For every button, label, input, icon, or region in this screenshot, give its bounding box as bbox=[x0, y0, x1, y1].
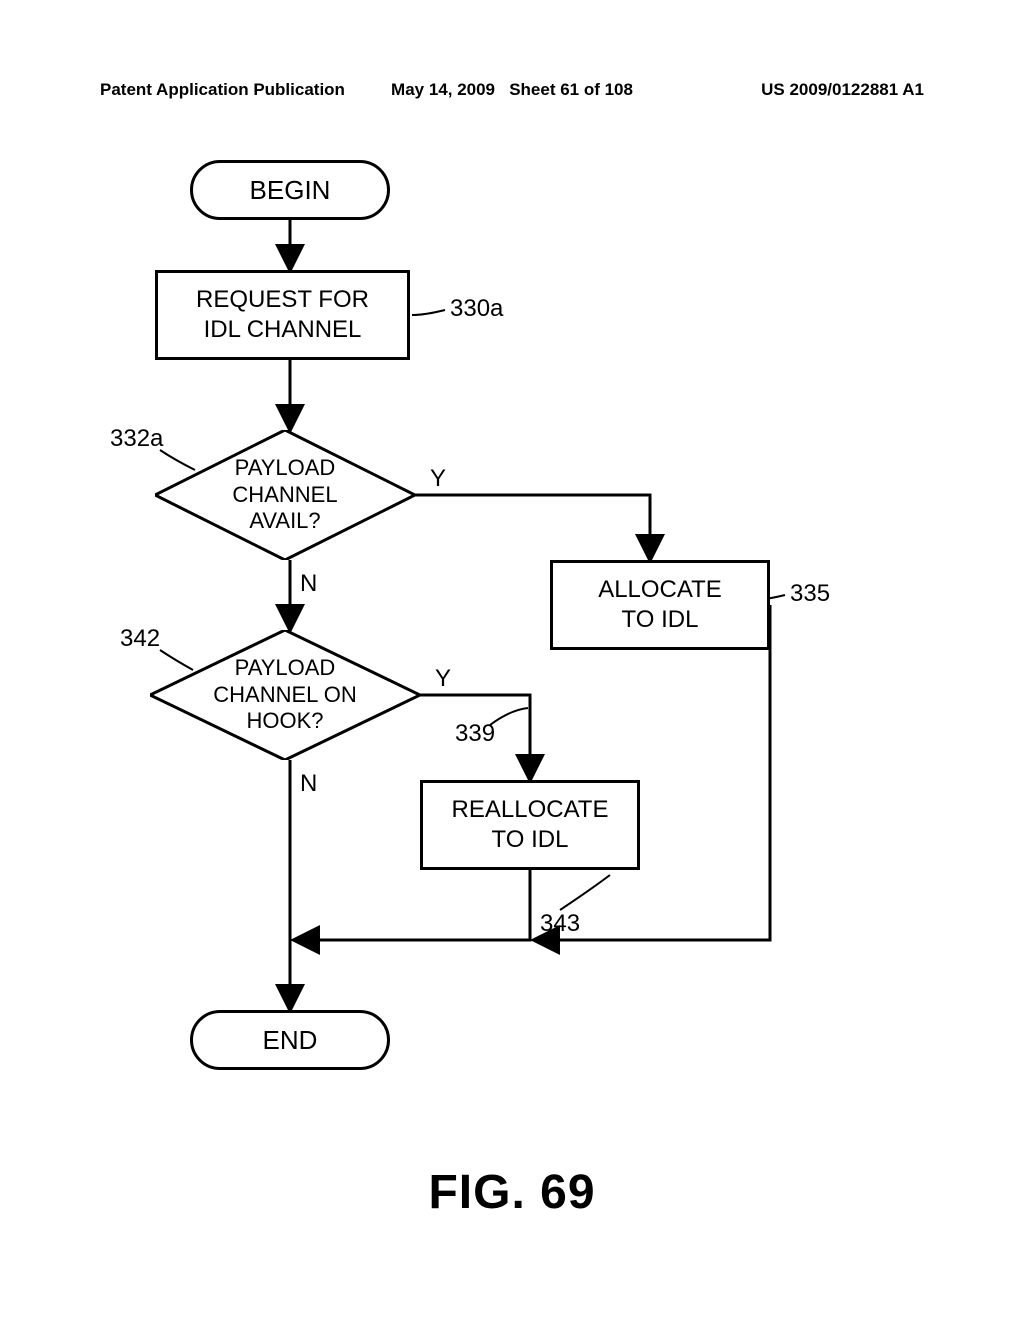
flowchart-canvas: BEGIN REQUEST FOR IDL CHANNEL PAYLOAD CH… bbox=[0, 140, 1024, 1140]
figure-label: FIG. 69 bbox=[0, 1165, 1024, 1220]
ref-332a: 332a bbox=[110, 425, 163, 453]
node-reallocate-text: REALLOCATE TO IDL bbox=[452, 795, 609, 855]
node-request-text: REQUEST FOR IDL CHANNEL bbox=[196, 285, 369, 345]
edge-label-n1: N bbox=[300, 570, 317, 598]
ref-343: 343 bbox=[540, 910, 580, 938]
header-mid: May 14, 2009 Sheet 61 of 108 bbox=[375, 80, 650, 100]
node-decision-avail: PAYLOAD CHANNEL AVAIL? bbox=[155, 430, 415, 560]
header-docnum: US 2009/0122881 A1 bbox=[649, 80, 924, 100]
header-date: May 14, 2009 bbox=[391, 80, 495, 99]
node-end-text: END bbox=[263, 1025, 318, 1056]
ref-339: 339 bbox=[455, 720, 495, 748]
node-decision-onhook-text: PAYLOAD CHANNEL ON HOOK? bbox=[213, 655, 356, 734]
ref-330a: 330a bbox=[450, 295, 503, 323]
node-allocate-text: ALLOCATE TO IDL bbox=[598, 575, 722, 635]
header-publication: Patent Application Publication bbox=[100, 80, 375, 100]
ref-335: 335 bbox=[790, 580, 830, 608]
node-begin-text: BEGIN bbox=[250, 175, 331, 206]
edge-label-y1: Y bbox=[430, 465, 446, 493]
node-allocate: ALLOCATE TO IDL bbox=[550, 560, 770, 650]
node-end: END bbox=[190, 1010, 390, 1070]
edge-label-y2: Y bbox=[435, 665, 451, 693]
node-begin: BEGIN bbox=[190, 160, 390, 220]
ref-342: 342 bbox=[120, 625, 160, 653]
edge-label-n2: N bbox=[300, 770, 317, 798]
node-request: REQUEST FOR IDL CHANNEL bbox=[155, 270, 410, 360]
node-reallocate: REALLOCATE TO IDL bbox=[420, 780, 640, 870]
page-header: Patent Application Publication May 14, 2… bbox=[100, 80, 924, 100]
node-decision-onhook: PAYLOAD CHANNEL ON HOOK? bbox=[150, 630, 420, 760]
header-sheet: Sheet 61 of 108 bbox=[509, 80, 633, 99]
node-decision-avail-text: PAYLOAD CHANNEL AVAIL? bbox=[232, 455, 337, 534]
